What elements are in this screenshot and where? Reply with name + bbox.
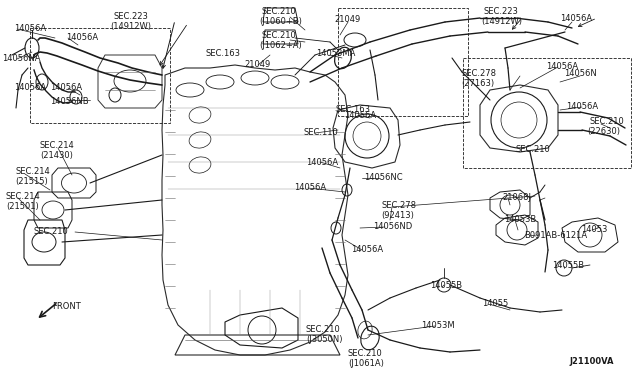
Text: 14056N: 14056N	[564, 69, 596, 78]
Text: 14056A: 14056A	[294, 183, 326, 192]
Text: 14056A: 14056A	[14, 24, 46, 33]
Text: 21049: 21049	[334, 15, 360, 24]
Text: 14056A: 14056A	[50, 83, 82, 92]
Text: 14056NC: 14056NC	[364, 173, 403, 182]
Text: (J1062+A): (J1062+A)	[259, 41, 301, 50]
Text: SEC.210: SEC.210	[262, 31, 297, 40]
Text: J21100VA: J21100VA	[569, 357, 614, 366]
Bar	[338, 8, 468, 116]
Text: SEC.210: SEC.210	[590, 117, 625, 126]
Text: (J1060+B): (J1060+B)	[259, 17, 302, 26]
Text: (27163): (27163)	[461, 79, 494, 88]
Text: 14056A: 14056A	[351, 245, 383, 254]
Bar	[30, 28, 170, 123]
Text: 14056A: 14056A	[560, 14, 592, 23]
Text: SEC.210: SEC.210	[262, 7, 297, 16]
Text: SEC.210: SEC.210	[348, 349, 383, 358]
Text: 14056NB: 14056NB	[50, 97, 88, 106]
Text: (21430): (21430)	[40, 151, 73, 160]
Text: SEC.210: SEC.210	[33, 227, 68, 236]
Text: 14055: 14055	[482, 299, 508, 308]
Text: (22630): (22630)	[587, 127, 620, 136]
Text: SEC.163: SEC.163	[336, 105, 371, 114]
Bar	[463, 58, 631, 168]
Text: (14912W): (14912W)	[110, 22, 151, 31]
Text: SEC.278: SEC.278	[461, 69, 496, 78]
Text: SEC.210: SEC.210	[515, 145, 550, 154]
Text: 14056A: 14056A	[566, 102, 598, 111]
Text: (21501): (21501)	[6, 202, 39, 211]
Text: 14053B: 14053B	[504, 215, 536, 224]
Text: 14053M: 14053M	[421, 321, 454, 330]
Text: 14056A: 14056A	[344, 111, 376, 120]
Text: (92413): (92413)	[381, 211, 414, 220]
Text: 14055B: 14055B	[430, 281, 462, 290]
Text: 14053: 14053	[581, 225, 607, 234]
Text: 14056A: 14056A	[306, 158, 338, 167]
Text: 14056ND: 14056ND	[373, 222, 412, 231]
Text: SEC.210: SEC.210	[306, 325, 340, 334]
Text: SEC.214: SEC.214	[6, 192, 41, 201]
Text: SEC.278: SEC.278	[381, 201, 416, 210]
Text: SEC.223: SEC.223	[484, 7, 519, 16]
Text: 14056NA: 14056NA	[2, 54, 40, 63]
Text: SEC.214: SEC.214	[40, 141, 75, 150]
Text: 14053MA: 14053MA	[316, 49, 355, 58]
Text: 14056A: 14056A	[14, 83, 46, 92]
Text: 21068J: 21068J	[502, 193, 531, 202]
Text: 14055B: 14055B	[552, 261, 584, 270]
Text: 14056A: 14056A	[546, 62, 578, 71]
Text: 14056A: 14056A	[66, 33, 98, 42]
Text: SEC.214: SEC.214	[15, 167, 50, 176]
Text: 21049: 21049	[244, 60, 270, 69]
Text: (J3050N): (J3050N)	[306, 335, 342, 344]
Text: SEC.110: SEC.110	[303, 128, 338, 137]
Text: (21515): (21515)	[15, 177, 48, 186]
Text: SEC.163: SEC.163	[206, 49, 241, 58]
Text: SEC.223: SEC.223	[113, 12, 148, 21]
Text: B091AB-6121A: B091AB-6121A	[524, 231, 587, 240]
Text: (14912W): (14912W)	[481, 17, 522, 26]
Text: FRONT: FRONT	[52, 302, 81, 311]
Text: (J1061A): (J1061A)	[348, 359, 384, 368]
